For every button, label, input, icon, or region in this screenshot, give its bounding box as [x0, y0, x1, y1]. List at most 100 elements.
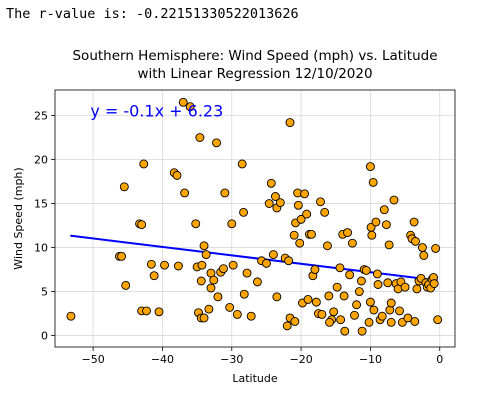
data-point — [380, 206, 388, 214]
data-point — [205, 305, 213, 313]
data-point — [368, 231, 376, 239]
data-point — [247, 312, 255, 320]
data-point — [147, 260, 155, 268]
data-point — [269, 251, 277, 259]
regression-equation: y = -0.1x + 6.23 — [90, 101, 223, 120]
data-point — [430, 280, 438, 288]
data-point — [118, 252, 126, 260]
data-point — [366, 163, 374, 171]
data-point — [344, 229, 352, 237]
data-point — [317, 198, 325, 206]
data-point — [155, 308, 163, 316]
data-point — [196, 134, 204, 142]
data-point — [198, 261, 206, 269]
data-point — [366, 298, 374, 306]
x-axis-label: Latitude — [232, 372, 278, 385]
data-point — [240, 290, 248, 298]
data-point — [434, 316, 442, 324]
data-point — [267, 179, 275, 187]
x-tick-label: −10 — [359, 353, 382, 366]
data-point — [384, 279, 392, 287]
data-point — [372, 218, 380, 226]
data-point — [233, 310, 241, 318]
y-tick-label: 15 — [34, 198, 48, 211]
data-point — [214, 293, 222, 301]
data-point — [285, 257, 293, 265]
data-point — [413, 285, 421, 293]
data-point — [226, 303, 234, 311]
y-axis-label: Wind Speed (mph) — [12, 167, 25, 269]
data-point — [401, 283, 409, 291]
data-point — [410, 218, 418, 226]
data-point — [387, 299, 395, 307]
data-point — [265, 200, 273, 208]
y-tick-label: 10 — [34, 242, 48, 255]
data-points — [67, 98, 442, 335]
data-point — [262, 259, 270, 267]
data-point — [318, 310, 326, 318]
data-point — [200, 314, 208, 322]
data-point — [150, 272, 158, 280]
data-point — [197, 277, 205, 285]
y-tick-label: 20 — [34, 154, 48, 167]
data-point — [386, 306, 394, 314]
data-point — [192, 220, 200, 228]
x-tick-label: −40 — [151, 353, 174, 366]
data-point — [219, 265, 227, 273]
data-point — [373, 270, 381, 278]
data-point — [396, 307, 404, 315]
data-point — [321, 208, 329, 216]
data-point — [243, 269, 251, 277]
data-point — [420, 251, 428, 259]
y-tick-label: 0 — [41, 330, 48, 343]
plot-frame — [55, 90, 455, 347]
data-point — [358, 327, 366, 335]
data-point — [290, 231, 298, 239]
data-point — [337, 316, 345, 324]
data-point — [311, 266, 319, 274]
data-point — [326, 318, 334, 326]
data-point — [325, 292, 333, 300]
data-point — [181, 189, 189, 197]
data-point — [207, 284, 215, 292]
data-point — [312, 298, 320, 306]
chart-title-line2: with Linear Regression 12/10/2020 — [137, 66, 372, 82]
data-point — [370, 306, 378, 314]
data-point — [365, 318, 373, 326]
data-point — [348, 239, 356, 247]
data-point — [382, 221, 390, 229]
data-point — [301, 190, 309, 198]
data-point — [221, 189, 229, 197]
data-point — [294, 201, 302, 209]
data-point — [357, 277, 365, 285]
data-point — [271, 192, 279, 200]
data-point — [353, 301, 361, 309]
data-point — [67, 312, 75, 320]
data-point — [210, 276, 218, 284]
x-tick-label: −30 — [220, 353, 243, 366]
data-point — [202, 251, 210, 259]
data-point — [369, 178, 377, 186]
data-point — [140, 160, 148, 168]
data-point — [411, 237, 419, 245]
data-point — [341, 327, 349, 335]
data-point — [238, 160, 246, 168]
grid-lines — [55, 90, 455, 347]
x-tick-label: 0 — [436, 353, 443, 366]
data-point — [387, 318, 395, 326]
data-point — [411, 317, 419, 325]
data-point — [378, 312, 386, 320]
data-point — [418, 244, 426, 252]
data-point — [200, 242, 208, 250]
data-point — [333, 283, 341, 291]
data-point — [432, 244, 440, 252]
data-point — [330, 308, 338, 316]
data-point — [286, 119, 294, 127]
data-point — [173, 171, 181, 179]
data-point — [228, 220, 236, 228]
data-point — [350, 311, 358, 319]
data-point — [253, 278, 261, 286]
data-point — [283, 322, 291, 330]
data-point — [340, 292, 348, 300]
